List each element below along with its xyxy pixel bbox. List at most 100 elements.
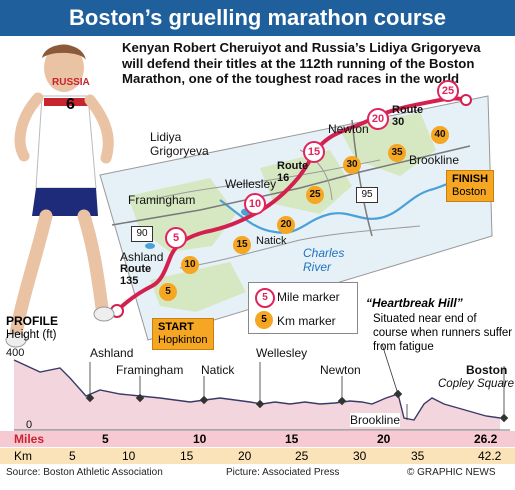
profile-label-newton: Newton — [320, 363, 361, 377]
interstate-95-shield: 95 — [356, 187, 378, 203]
start-label: START — [158, 321, 194, 333]
route-30-label: Route 30 — [392, 104, 424, 128]
mile-marker-5: 5 — [165, 227, 187, 249]
km-tick-5: 5 — [69, 449, 76, 463]
miles-tick-20: 20 — [377, 432, 391, 446]
heartbreak-title: “Heartbreak Hill” — [366, 296, 463, 310]
finish-place: Boston — [452, 186, 487, 198]
profile-marker — [135, 393, 145, 403]
route-135-label: Route 135 — [120, 263, 152, 287]
km-marker-5: 5 — [159, 283, 177, 301]
town-natick: Natick — [256, 235, 287, 247]
town-ashland: Ashland — [120, 250, 164, 264]
map-green-area — [260, 150, 352, 214]
legend-km-label: Km marker — [277, 314, 336, 328]
finish-tag: FINISH Boston — [446, 170, 495, 202]
legend-km-symbol: 5 — [255, 311, 273, 329]
profile-label-boston: Boston — [466, 363, 508, 377]
town-brookline: Brookline — [409, 153, 460, 167]
town-framingham: Framingham — [128, 193, 196, 207]
runner-shoe — [5, 332, 27, 348]
legend: 5 Mile marker 5 Km marker — [248, 282, 358, 334]
miles-strip: Miles 5 10 15 20 26.2 — [0, 431, 515, 447]
profile-title: PROFILE — [6, 314, 59, 328]
km-marker-40: 40 — [431, 126, 449, 144]
page-title: Boston’s gruelling marathon course — [0, 0, 515, 36]
runner-photo — [5, 44, 115, 348]
km-tick-42-2: 42.2 — [478, 449, 502, 463]
km-tick-25: 25 — [295, 449, 309, 463]
runner-leg — [77, 209, 109, 315]
profile-label-wellesley: Wellesley — [256, 346, 308, 360]
intro-text: Kenyan Robert Cheruiyot and Russia’s Lid… — [122, 40, 481, 86]
runner-shoe — [93, 306, 115, 322]
km-strip: Km 5 10 15 20 25 30 35 42.2 — [0, 448, 515, 464]
miles-tick-5: 5 — [102, 432, 109, 446]
elevation-line — [13, 359, 501, 421]
km-tick-10: 10 — [122, 449, 136, 463]
marathon-route — [115, 96, 468, 313]
road-route-95 — [351, 119, 373, 237]
km-label: Km — [14, 449, 32, 463]
km-tick-15: 15 — [180, 449, 194, 463]
km-marker-35: 35 — [388, 144, 406, 162]
profile-y-max: 400 — [6, 347, 25, 359]
start-place: Hopkinton — [158, 334, 208, 346]
charles-river — [219, 170, 476, 234]
profile-label-ashland: Ashland — [90, 346, 134, 360]
km-tick-20: 20 — [238, 449, 252, 463]
miles-label: Miles — [14, 432, 45, 446]
profile-marker — [337, 396, 347, 406]
legend-mile-label: Mile marker — [277, 290, 340, 304]
profile-label-natick: Natick — [201, 363, 235, 377]
river-label: Charles River — [303, 246, 345, 274]
km-tick-30: 30 — [353, 449, 367, 463]
miles-tick-15: 15 — [285, 432, 299, 446]
runner-shorts — [32, 188, 98, 216]
interstate-90-shield: 90 — [131, 226, 153, 242]
legend-mile-symbol: 5 — [255, 288, 275, 308]
heartbreak-text: Situated near end of course when runners… — [373, 313, 513, 353]
runner-arm — [84, 94, 114, 164]
bib-country: RUSSIA — [52, 77, 90, 88]
elevation-area — [14, 360, 500, 430]
profile-label-framingham: Framingham — [116, 363, 184, 377]
profile-marker — [499, 413, 509, 423]
runner-arm — [14, 92, 44, 162]
runner-head — [44, 44, 84, 92]
source-credit: Source: Boston Athletic Association — [6, 467, 163, 478]
map-green-area — [150, 262, 246, 312]
miles-tick-26-2: 26.2 — [474, 432, 498, 446]
profile-y-min: 0 — [26, 419, 33, 431]
miles-tick-10: 10 — [193, 432, 207, 446]
profile-label-copley: Copley Square — [438, 378, 515, 390]
km-marker-10: 10 — [181, 256, 199, 274]
profile-marker — [199, 395, 209, 405]
km-tick-35: 35 — [411, 449, 425, 463]
km-marker-15: 15 — [233, 236, 251, 254]
km-marker-25: 25 — [306, 186, 324, 204]
mile-marker-15: 15 — [303, 141, 325, 163]
profile-marker — [85, 393, 95, 403]
map-green-area — [128, 178, 236, 252]
town-wellesley: Wellesley — [225, 177, 277, 191]
profile-marker — [255, 399, 265, 409]
finish-point — [460, 94, 472, 106]
start-tag: START Hopkinton — [152, 318, 214, 350]
road-minor — [179, 225, 421, 269]
heartbreak-leader — [381, 343, 399, 395]
mile-marker-25: 25 — [437, 80, 459, 102]
bib-number: 6 — [66, 96, 75, 113]
graphic-credit: © GRAPHIC NEWS — [407, 467, 496, 478]
mile-marker-10: 10 — [244, 193, 266, 215]
finish-label: FINISH — [452, 173, 489, 185]
runner-leg — [9, 209, 53, 341]
route-16-label: Route 16 — [277, 160, 309, 184]
runner-vest-stripe — [44, 98, 88, 106]
road-route-90 — [111, 145, 471, 226]
profile-label-brookline: Brookline — [350, 413, 401, 427]
lake — [145, 243, 155, 249]
runner-hair — [42, 44, 86, 60]
picture-credit: Picture: Associated Press — [226, 467, 340, 478]
